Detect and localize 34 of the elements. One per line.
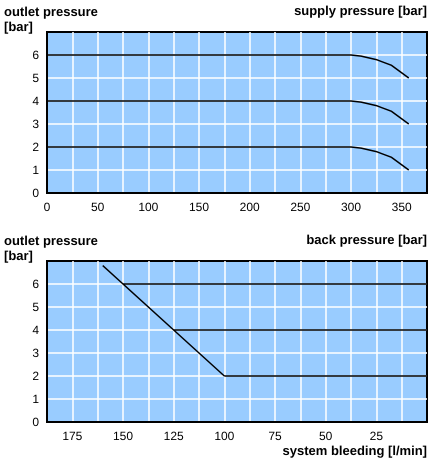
y-tick-label: 4 bbox=[32, 94, 40, 108]
text: back pressure [bar] bbox=[306, 232, 428, 247]
y-tick-label: 3 bbox=[32, 117, 40, 131]
y-tick-label: 3 bbox=[32, 346, 40, 360]
x-tick-label: 250 bbox=[290, 200, 311, 214]
y-tick-label: 2 bbox=[32, 369, 40, 383]
y-tick-label: 4 bbox=[32, 323, 40, 337]
x-tick-label: 75 bbox=[268, 429, 282, 443]
x-tick-label: 100 bbox=[214, 429, 235, 443]
y-tick-label: 1 bbox=[32, 392, 40, 406]
x-tick-label: 25 bbox=[370, 429, 384, 443]
text: supply pressure [bar] bbox=[294, 3, 428, 18]
y-tick-label: 5 bbox=[32, 71, 40, 85]
x-tick-label: 50 bbox=[90, 200, 105, 214]
y-tick-label: 5 bbox=[32, 300, 40, 314]
x-tick-label: 150 bbox=[188, 200, 210, 214]
x-tick-label: 300 bbox=[340, 200, 362, 214]
y-tick-label: 1 bbox=[32, 163, 40, 177]
y-axis-title: outlet pressure [bar] bbox=[4, 4, 98, 34]
y-tick-label: 2 bbox=[32, 140, 40, 154]
y-axis-title: outlet pressure [bar] bbox=[4, 233, 98, 263]
x-tick-label: 100 bbox=[138, 200, 159, 214]
x-tick-label: 0 bbox=[44, 200, 51, 214]
y-tick-label: 6 bbox=[32, 277, 40, 291]
x-tick-label: 175 bbox=[62, 429, 83, 443]
y-tick-label: 6 bbox=[32, 48, 40, 62]
x-axis-title: system bleeding [l/min] bbox=[282, 443, 428, 458]
x-tick-label: 150 bbox=[112, 429, 134, 443]
x-tick-label: 125 bbox=[164, 429, 184, 443]
x-tick-label: 50 bbox=[318, 429, 333, 443]
x-tick-label: 350 bbox=[392, 200, 412, 214]
y-tick-label: 0 bbox=[32, 415, 40, 429]
y-tick-label: 0 bbox=[32, 186, 40, 200]
x-tick-label: 200 bbox=[240, 200, 260, 214]
